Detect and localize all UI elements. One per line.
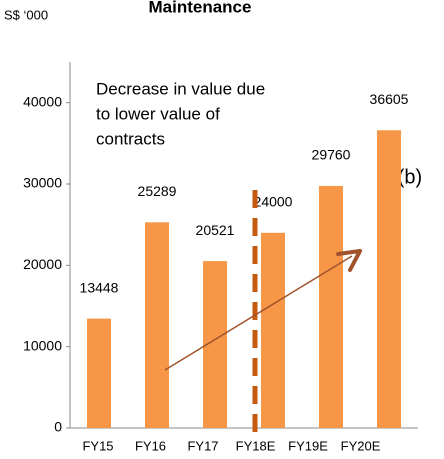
bar: [145, 222, 169, 428]
annotation: contracts: [96, 129, 165, 148]
y-tick-label: 20000: [23, 256, 62, 272]
chart-title: Maintenance: [149, 0, 252, 16]
marker-label: (b): [398, 166, 422, 188]
value-label: 25289: [138, 183, 177, 199]
x-tick-label: FY16: [135, 438, 166, 453]
value-label: 13448: [80, 279, 119, 295]
x-tick-label: FY19E: [288, 438, 328, 453]
unit-label: S$ ‘000: [4, 7, 48, 22]
y-tick-label: 10000: [23, 337, 62, 353]
value-label: 24000: [254, 194, 293, 210]
x-tick-label: FY17: [187, 438, 218, 453]
y-tick-label: 30000: [23, 175, 62, 191]
bar: [87, 318, 111, 428]
annotation: Decrease in value due: [96, 79, 265, 98]
arrow-head: [336, 249, 362, 272]
x-tick-label: FY20E: [341, 438, 381, 453]
x-tick-label: FY15: [82, 438, 113, 453]
y-tick-label: 0: [54, 419, 62, 435]
y-tick-label: 40000: [23, 93, 62, 109]
value-label: 20521: [196, 222, 235, 238]
bar: [261, 232, 285, 428]
value-label: 36605: [370, 91, 409, 107]
trend-arrow: [164, 255, 353, 371]
bar: [377, 130, 401, 428]
value-label: 29760: [312, 147, 351, 163]
x-tick-label: FY18E: [236, 438, 276, 453]
bar: [319, 185, 343, 428]
annotation: to lower value of: [96, 104, 220, 123]
